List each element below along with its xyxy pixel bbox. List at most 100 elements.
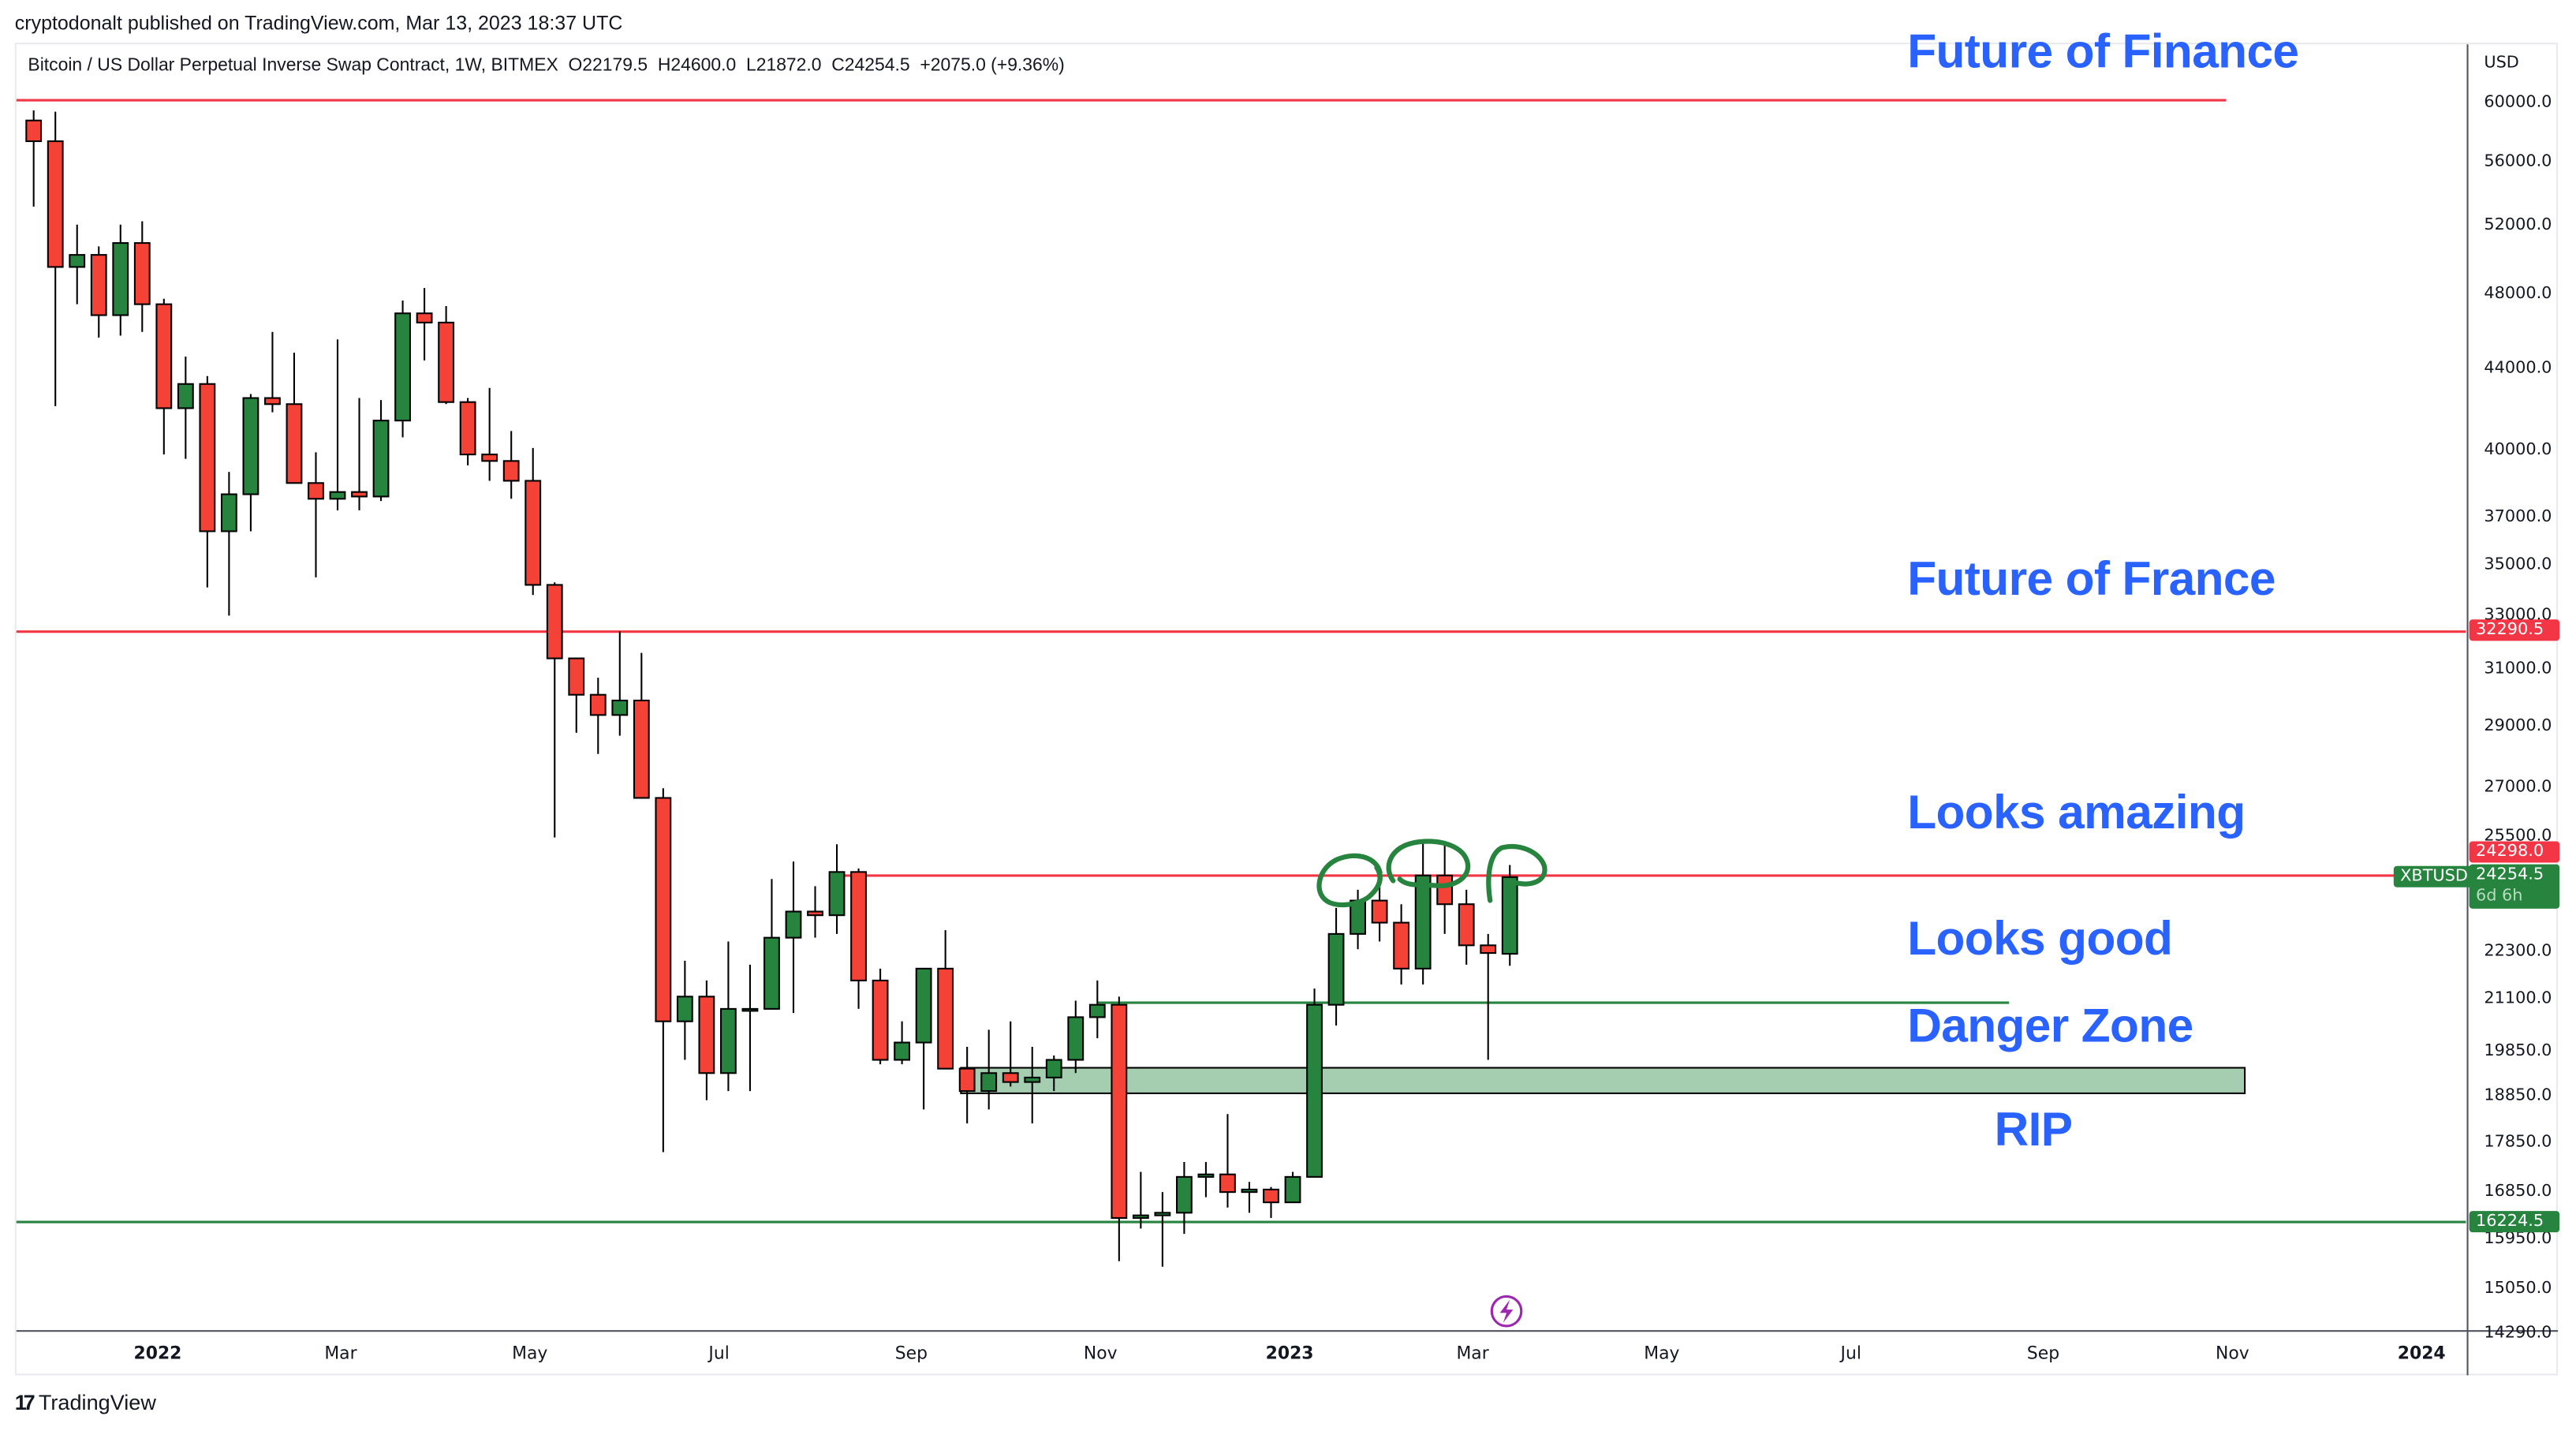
candle-body (1024, 1076, 1041, 1083)
candle-body (850, 871, 867, 981)
price-tag-32290: 32290.5 (2469, 619, 2560, 641)
tradingview-logo-text: TradingView (38, 1390, 156, 1415)
lightning-icon[interactable] (1490, 1295, 1523, 1328)
time-axis-label: May (1644, 1344, 1679, 1364)
candle-body (1458, 903, 1475, 947)
danger-zone-rectangle (960, 1067, 2246, 1094)
candle-body (741, 1007, 759, 1012)
candle-body (1154, 1212, 1171, 1216)
candle-body (199, 383, 216, 532)
candle-body (394, 312, 411, 422)
price-axis-label: 15050.0 (2484, 1278, 2552, 1297)
annotation-looks-good[interactable]: Looks good (1907, 914, 2173, 966)
time-axis-label: Nov (1084, 1344, 1118, 1364)
time-axis-label: Sep (895, 1344, 928, 1364)
candle (1458, 889, 1475, 965)
candle-body (1088, 1003, 1106, 1018)
candle (546, 582, 563, 838)
candle (1241, 1182, 1258, 1213)
candle (1088, 980, 1106, 1039)
price-axis-label: 37000.0 (2484, 506, 2552, 525)
candle (133, 221, 151, 332)
price-axis-label: 22300.0 (2484, 941, 2552, 960)
candle-body (980, 1072, 998, 1093)
candle-body (1175, 1175, 1193, 1214)
annotation-looks-amazing[interactable]: Looks amazing (1907, 786, 2246, 840)
candle-body (720, 1007, 737, 1074)
candle-body (1045, 1059, 1062, 1078)
chart-frame (14, 43, 2559, 1376)
candle (1219, 1114, 1236, 1208)
candle (502, 431, 520, 499)
candle-body (1241, 1188, 1258, 1194)
candle (1024, 1047, 1041, 1124)
candle-body (872, 979, 889, 1061)
candle (112, 224, 129, 336)
candle-body (1132, 1214, 1149, 1220)
candle (525, 447, 542, 596)
time-axis-label: Mar (324, 1344, 357, 1364)
candle (872, 968, 889, 1065)
published-by: cryptodonalt published on TradingView.co… (14, 11, 623, 35)
candle-body (155, 303, 173, 409)
candle (438, 305, 455, 405)
candle-body (1002, 1072, 1019, 1083)
candle (1393, 904, 1410, 985)
tradingview-logo[interactable]: 17 TradingView (15, 1390, 156, 1414)
candle (589, 678, 607, 754)
candle-body (1501, 876, 1518, 955)
candle-body (1306, 1003, 1323, 1178)
candle-body (177, 383, 194, 409)
symbol-tag: XBTUSD (2393, 865, 2475, 887)
candle-body (25, 119, 43, 143)
candle (1067, 1000, 1085, 1074)
candle (720, 941, 737, 1092)
candle (242, 394, 259, 532)
candle-body (502, 460, 520, 482)
candle (155, 298, 173, 455)
candle (958, 1047, 976, 1124)
symbol-legend: Bitcoin / US Dollar Perpetual Inverse Sw… (28, 55, 1065, 76)
annotation-danger-zone[interactable]: Danger Zone (1907, 1000, 2193, 1054)
price-axis-label: 52000.0 (2484, 215, 2552, 234)
candle (937, 930, 954, 1070)
price-axis-label: 17850.0 (2484, 1132, 2552, 1151)
candle (676, 960, 693, 1060)
candle-body (958, 1067, 976, 1093)
candle-body (308, 482, 324, 500)
candle (1501, 865, 1518, 966)
candle-body (112, 241, 129, 316)
candle-body (807, 910, 823, 917)
tradingview-logo-icon: 17 (14, 1390, 35, 1415)
price-axis-label: 16850.0 (2484, 1181, 2552, 1200)
candle-body (133, 241, 151, 305)
bar-countdown: 6d 6h (2475, 887, 2523, 906)
price-axis-label: 19850.0 (2484, 1041, 2552, 1059)
candle (763, 879, 780, 1010)
last-price-value: 24254.5 (2475, 865, 2544, 884)
candle-body (416, 312, 433, 323)
candle-body (1414, 874, 1432, 970)
candle-body (286, 403, 303, 484)
candle-body (1263, 1188, 1279, 1204)
time-axis-label: Nov (2216, 1344, 2249, 1364)
candle-body (1284, 1175, 1301, 1204)
candle (329, 339, 346, 510)
candle-body (655, 797, 672, 1022)
time-axis-label: Jul (707, 1344, 729, 1364)
annotation-rip[interactable]: RIP (1994, 1104, 2073, 1157)
time-axis-label: 2023 (1266, 1344, 1314, 1364)
candle (1327, 907, 1345, 1026)
candle-body (438, 321, 455, 403)
candle-body (828, 871, 846, 917)
annotation-future-of-france[interactable]: Future of France (1907, 553, 2275, 607)
annotation-future-of-finance[interactable]: Future of Finance (1907, 26, 2299, 79)
candle (416, 288, 433, 361)
candle (199, 375, 216, 588)
candle (1306, 988, 1323, 1178)
price-axis-label: 44000.0 (2484, 358, 2552, 377)
candle (807, 886, 823, 938)
candle (1154, 1192, 1171, 1267)
